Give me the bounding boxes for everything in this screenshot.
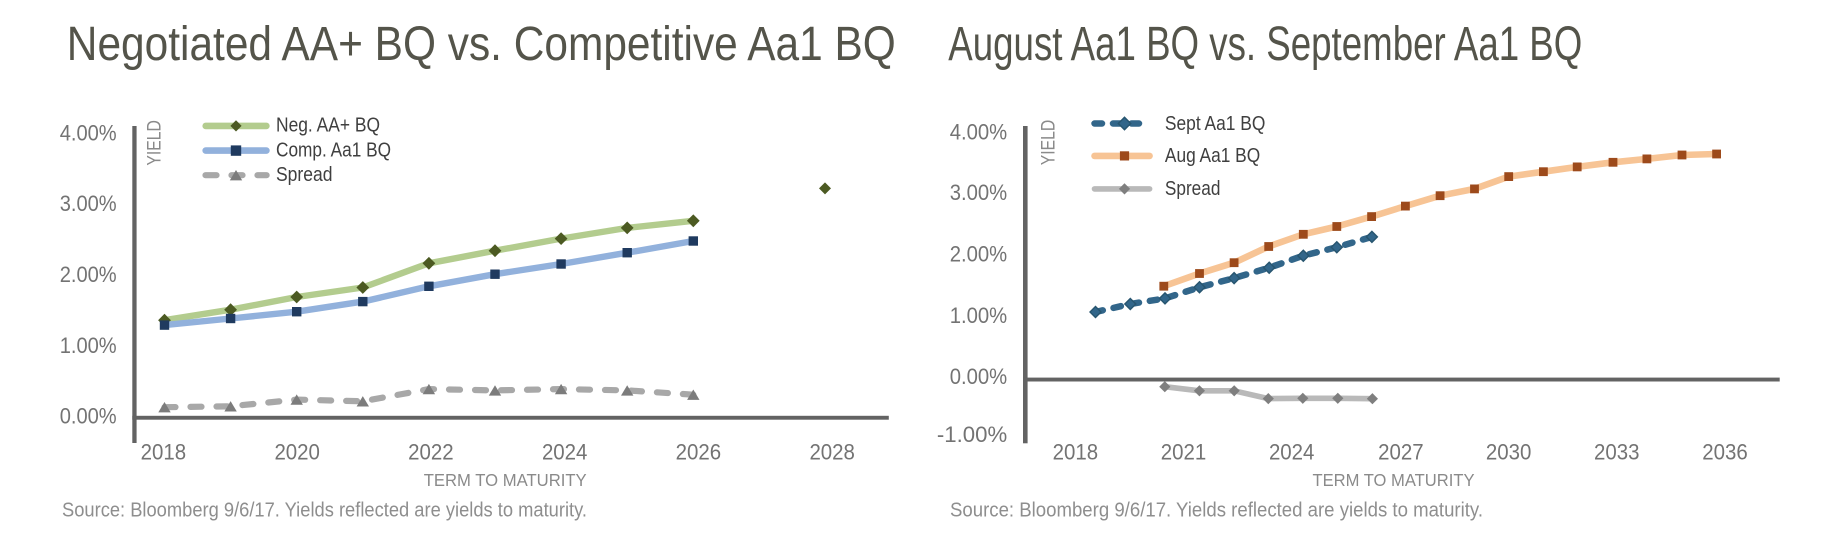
svg-text:-1.00%: -1.00% bbox=[937, 422, 1007, 447]
svg-text:Aug Aa1 BQ: Aug Aa1 BQ bbox=[1165, 144, 1260, 167]
svg-text:2026: 2026 bbox=[676, 440, 722, 465]
svg-text:1.00%: 1.00% bbox=[60, 333, 117, 358]
svg-text:2018: 2018 bbox=[1053, 440, 1099, 465]
svg-text:Comp. Aa1 BQ: Comp. Aa1 BQ bbox=[276, 138, 391, 161]
svg-text:3.00%: 3.00% bbox=[950, 180, 1008, 205]
svg-text:2030: 2030 bbox=[1486, 440, 1532, 465]
svg-text:Sept Aa1 BQ: Sept Aa1 BQ bbox=[1165, 112, 1266, 135]
svg-text:August Aa1 BQ vs. September Aa: August Aa1 BQ vs. September Aa1 BQ bbox=[948, 18, 1582, 71]
svg-text:2020: 2020 bbox=[274, 440, 320, 465]
svg-text:TERM TO MATURITY: TERM TO MATURITY bbox=[1313, 470, 1475, 490]
svg-text:2018: 2018 bbox=[141, 440, 187, 465]
svg-text:2024: 2024 bbox=[542, 440, 588, 465]
svg-text:Negotiated AA+ BQ vs. Competit: Negotiated AA+ BQ vs. Competitive Aa1 BQ bbox=[67, 18, 896, 71]
svg-text:0.00%: 0.00% bbox=[60, 404, 117, 429]
svg-text:Spread: Spread bbox=[1165, 177, 1221, 200]
svg-text:Spread: Spread bbox=[276, 163, 333, 186]
svg-text:4.00%: 4.00% bbox=[60, 120, 117, 145]
svg-text:2033: 2033 bbox=[1594, 440, 1640, 465]
svg-text:Source: Bloomberg 9/6/17. Yiel: Source: Bloomberg 9/6/17. Yields reflect… bbox=[62, 498, 587, 521]
svg-text:TERM TO MATURITY: TERM TO MATURITY bbox=[424, 470, 587, 490]
svg-text:1.00%: 1.00% bbox=[950, 303, 1008, 328]
svg-text:2.00%: 2.00% bbox=[950, 242, 1008, 267]
svg-text:4.00%: 4.00% bbox=[950, 120, 1008, 145]
svg-text:2024: 2024 bbox=[1269, 440, 1315, 465]
svg-text:2.00%: 2.00% bbox=[60, 262, 117, 287]
svg-text:2021: 2021 bbox=[1161, 440, 1207, 465]
svg-text:2028: 2028 bbox=[809, 440, 855, 465]
svg-text:YIELD: YIELD bbox=[1038, 120, 1060, 165]
svg-text:YIELD: YIELD bbox=[143, 120, 165, 165]
svg-text:0.00%: 0.00% bbox=[950, 364, 1008, 389]
svg-text:2027: 2027 bbox=[1378, 440, 1424, 465]
svg-text:3.00%: 3.00% bbox=[60, 191, 117, 216]
svg-text:2036: 2036 bbox=[1702, 440, 1748, 465]
svg-text:Neg. AA+ BQ: Neg. AA+ BQ bbox=[276, 114, 380, 137]
svg-text:2022: 2022 bbox=[408, 440, 454, 465]
svg-text:Source: Bloomberg 9/6/17. Yiel: Source: Bloomberg 9/6/17. Yields reflect… bbox=[950, 498, 1483, 521]
